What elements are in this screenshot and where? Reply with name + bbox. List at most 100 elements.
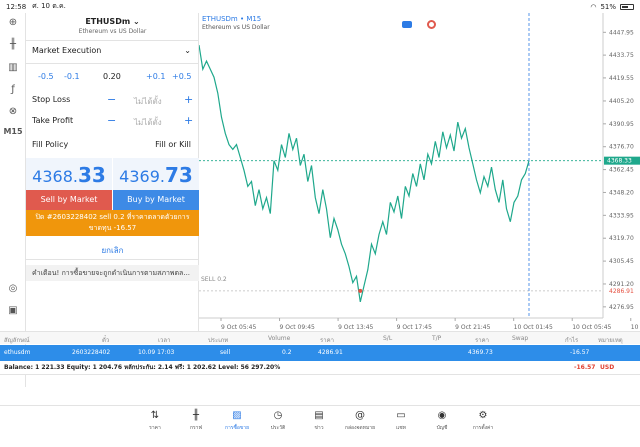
price-chart[interactable]: ETHUSDm • M15 Ethereum vs US Dollar 4447…: [199, 13, 640, 331]
tab-label: การซื้อขาย: [224, 425, 250, 431]
timeframe-button[interactable]: M15: [0, 126, 26, 137]
search-icon[interactable]: ◎: [8, 283, 18, 294]
currency: USD: [600, 364, 615, 371]
tab-label: ประวัติ: [270, 425, 286, 431]
tab-history[interactable]: ◷ ประวัติ: [258, 410, 298, 432]
stop-loss-row: Stop Loss − ไม่ได้ตั้ง +: [26, 93, 199, 106]
tab-account[interactable]: ◉ บัญชี: [422, 410, 462, 432]
execution-select[interactable]: Market Execution ⌄: [26, 46, 199, 55]
row-profit: -16.57: [570, 349, 590, 356]
tab-label: แชท: [396, 425, 406, 431]
volume-minus-05[interactable]: -0.5: [38, 72, 54, 81]
y-tick-label: 4362.45: [609, 167, 634, 174]
row-current-price: 4369.73: [468, 349, 493, 356]
tab-label: ราคา: [149, 425, 161, 431]
tab-quotes[interactable]: ⇅ ราคา: [135, 410, 175, 432]
current-price-tag: [604, 156, 640, 165]
tab-label: บัญชี: [436, 425, 448, 431]
x-tick-label: 10 Oct 09:45: [631, 324, 640, 331]
take-profit-minus-button[interactable]: −: [107, 114, 117, 127]
bid-price-big: 33: [77, 163, 106, 187]
sell-line-label: SELL 0.2: [201, 276, 227, 283]
chart-subtitle: Ethereum vs US Dollar: [202, 24, 270, 31]
buy-button[interactable]: Buy by Market: [113, 190, 199, 210]
stop-loss-plus-button[interactable]: +: [184, 93, 194, 106]
volume-minus-01[interactable]: -0.1: [64, 72, 80, 81]
stop-loss-input[interactable]: ไม่ได้ตั้ง: [134, 97, 162, 106]
candles-icon: ╫: [192, 410, 200, 421]
indicators-icon[interactable]: ƒ: [11, 84, 15, 95]
objects-icon[interactable]: ⊗: [8, 106, 18, 117]
chart-toolbar: ⊕ ╫ ▥ ƒ ⊗ M15 ◎ ▣: [0, 13, 26, 387]
close-order-line1: ปิด #2603228402 sell 0.2 ที่ราคาตลาดตัวย…: [35, 213, 190, 221]
bid-price: 4368.33: [26, 158, 112, 190]
tab-label: การตั้งค่า: [472, 425, 494, 431]
volume-value[interactable]: 0.20: [103, 72, 121, 81]
symbol-selector[interactable]: ETHUSDm ⌄: [26, 17, 199, 26]
cancel-button[interactable]: ยกเลิก: [101, 246, 124, 255]
crosshair-icon[interactable]: ⊕: [8, 17, 18, 28]
bars-icon[interactable]: ▥: [8, 62, 18, 73]
close-order-button[interactable]: ปิด #2603228402 sell 0.2 ที่ราคาตลาดตัวย…: [26, 210, 199, 236]
ask-price-main: 4369.: [119, 167, 165, 186]
y-tick-label: 4291.20: [609, 281, 634, 288]
take-profit-plus-button[interactable]: +: [184, 114, 194, 127]
warning-text: คำเตือน! การซื้อขายจะถูกดำเนินการตามสภาพ…: [26, 265, 199, 281]
divider: [26, 63, 199, 64]
date: ศ. 10 ต.ค.: [32, 2, 66, 10]
x-tick-label: 9 Oct 05:45: [221, 324, 256, 331]
candles-icon[interactable]: ╫: [9, 39, 17, 50]
row-price: 4286.91: [318, 349, 343, 356]
signal-icon[interactable]: [427, 20, 436, 29]
tab-mailbox[interactable]: @ กล่องจดหมาย: [340, 410, 380, 432]
trade-chart-icon: ▨: [232, 410, 242, 421]
symbol-name: ETHUSDm: [85, 17, 131, 26]
trade-icon[interactable]: [402, 21, 412, 28]
news-icon: ▤: [314, 410, 324, 421]
app-logo-icon[interactable]: ▣: [8, 305, 18, 316]
col-ticket: ตั๋ว: [102, 337, 110, 344]
y-tick-label: 4376.70: [609, 144, 634, 151]
tab-chat[interactable]: ▭ แชท: [381, 410, 421, 432]
fill-policy-row[interactable]: Fill Policy Fill or Kill: [26, 140, 199, 149]
divider: [26, 259, 199, 260]
col-current-price: ราคา: [475, 337, 489, 344]
stop-loss-minus-button[interactable]: −: [107, 93, 117, 106]
x-tick-label: 9 Oct 09:45: [280, 324, 315, 331]
y-tick-label: 4348.20: [609, 189, 634, 196]
volume-plus-05[interactable]: +0.5: [172, 72, 192, 81]
ask-price: 4369.73: [113, 158, 199, 190]
execution-label: Market Execution: [32, 46, 102, 55]
balance-bar: Balance: 1 221.33 Equity: 1 204.76 หลักป…: [0, 361, 640, 375]
sell-button[interactable]: Sell by Market: [26, 190, 112, 210]
table-row[interactable]: ethusdm 2603228402 10.09 17:03 sell 0.2 …: [0, 345, 640, 361]
y-tick-label: 4333.95: [609, 212, 634, 219]
tab-trade[interactable]: ▨ การซื้อขาย: [217, 410, 257, 432]
volume-plus-01[interactable]: +0.1: [146, 72, 166, 81]
symbol-description: Ethereum vs US Dollar: [78, 28, 147, 35]
tab-label: กราฟ: [189, 425, 203, 431]
col-symbol: สัญลักษณ์: [4, 337, 30, 344]
tab-label: กล่องจดหมาย: [344, 425, 376, 431]
take-profit-input[interactable]: ไม่ได้ตั้ง: [134, 118, 162, 127]
tab-settings[interactable]: ⚙ การตั้งค่า: [463, 410, 503, 432]
battery-percent: 51%: [600, 2, 616, 11]
tab-news[interactable]: ▤ ข่าว: [299, 410, 339, 432]
ask-price-big: 73: [164, 163, 193, 187]
x-tick-label: 10 Oct 05:45: [572, 324, 611, 331]
user-icon: ◉: [437, 410, 447, 421]
clock: 12:58: [6, 2, 27, 11]
timeframe-label: M15: [3, 127, 23, 136]
total-profit: -16.57: [574, 364, 596, 371]
x-tick-label: 9 Oct 13:45: [338, 324, 373, 331]
x-tick-label: 10 Oct 01:45: [514, 324, 553, 331]
fill-policy-label: Fill Policy: [32, 140, 69, 149]
gear-icon: ⚙: [478, 410, 488, 421]
row-symbol: ethusdm: [4, 349, 31, 356]
chart-canvas: 4447.95 4433.75 4419.55 4405.20 4390.95 4376.…: [199, 13, 640, 331]
col-price: ราคา: [320, 337, 334, 344]
y-tick-label: 4419.55: [609, 75, 634, 82]
chat-icon: ▭: [396, 410, 406, 421]
tab-chart[interactable]: ╫ กราฟ: [176, 410, 216, 432]
mail-icon: @: [355, 410, 365, 421]
